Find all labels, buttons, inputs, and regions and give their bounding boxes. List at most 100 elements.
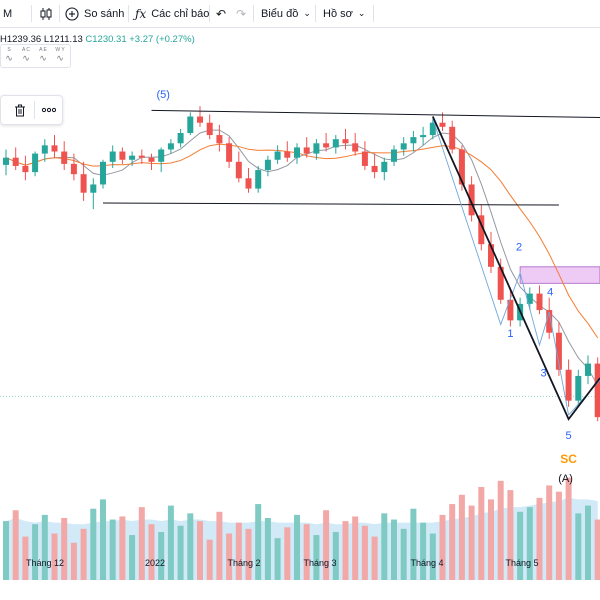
legend-high: H1239.36	[0, 34, 42, 45]
volume-bar	[439, 514, 446, 580]
wave-glyph-icon: ∿	[56, 53, 64, 63]
compare-button[interactable]: So sánh	[65, 0, 124, 27]
wave-preset-ae[interactable]: A E ∿	[35, 47, 51, 63]
x-axis-tick-label: Tháng 2	[227, 558, 260, 568]
candle-body	[429, 122, 436, 136]
volume-bar	[80, 528, 87, 580]
indicators-button[interactable]: ƒx Các chỉ báo	[135, 0, 209, 27]
trash-icon	[15, 104, 25, 116]
volume-bar	[468, 505, 475, 580]
candle-body	[352, 143, 359, 152]
ohlc-legend: H1239.36 L1211.13 C1230.31 +3.27 (+0.27%…	[0, 34, 195, 45]
volume-bar	[294, 514, 300, 580]
candle-body	[255, 170, 262, 189]
volume-bar	[323, 510, 330, 580]
candle-body	[119, 151, 126, 160]
volume-bar	[235, 522, 242, 580]
profile-menu-button[interactable]: Hồ sơ ⌄	[323, 0, 365, 27]
candle-body	[458, 149, 465, 185]
top-toolbar: M So sánh ƒx Các chỉ báo ↶ ↷ Biểu đồ ⌄	[0, 0, 600, 28]
undo-button[interactable]: ↶	[216, 0, 226, 27]
volume-bar	[100, 499, 106, 580]
volume-bar	[458, 494, 465, 580]
elliott-wave-presets: S ∿ A C ∿ A E ∿ W Y ∿	[0, 44, 71, 68]
wave-glyph-icon: ∿	[22, 53, 30, 63]
candle-body	[129, 155, 136, 160]
candle-body	[197, 116, 203, 123]
volume-bar	[138, 507, 145, 580]
volume-bar	[41, 514, 48, 580]
volume-bar	[61, 518, 68, 580]
toolbar-divider	[34, 101, 35, 119]
candle-body	[32, 153, 39, 173]
wave-preset-s[interactable]: S ∿	[1, 47, 17, 63]
volume-bar	[391, 519, 397, 580]
candle-body	[526, 293, 533, 304]
candle-body	[371, 165, 378, 173]
volume-bar	[381, 513, 388, 580]
legend-change: +3.27 (+0.27%)	[129, 34, 195, 45]
wave-2-label: 2	[516, 241, 522, 253]
toolbar-divider	[209, 5, 210, 22]
candle-body	[536, 293, 543, 311]
legend-low: L1211.13	[43, 34, 83, 45]
volume-bar	[400, 528, 407, 580]
candle-body	[148, 157, 155, 162]
candle-body	[109, 151, 116, 162]
wave-1-label: 1	[507, 328, 513, 340]
volume-bar	[167, 505, 174, 580]
candle-body	[158, 149, 165, 162]
candle-body	[90, 184, 97, 193]
chevron-down-icon: ⌄	[303, 8, 311, 18]
more-options-button[interactable]	[38, 100, 60, 120]
wave-preset-ac[interactable]: A C ∿	[18, 47, 34, 63]
delete-button[interactable]	[9, 100, 31, 120]
candle-body	[410, 137, 417, 144]
candle-body	[294, 147, 300, 158]
elliott-wave-lines	[432, 118, 570, 416]
candle-body	[488, 244, 494, 267]
volume-bar	[449, 504, 456, 580]
volume-bar	[206, 539, 213, 580]
sc-label: SC	[560, 452, 577, 466]
chart-style-button[interactable]	[39, 0, 52, 27]
volume-bar	[352, 516, 359, 580]
wave-preset-wy[interactable]: W Y ∿	[52, 47, 68, 63]
volume-bar	[594, 519, 600, 580]
wave-glyph-icon: ∿	[39, 53, 47, 63]
candle-body	[12, 157, 19, 166]
candle-body	[226, 143, 233, 162]
volume-bar	[361, 525, 368, 580]
candle-body	[245, 178, 252, 189]
redo-button[interactable]: ↷	[236, 0, 246, 27]
volume-bar	[177, 525, 184, 580]
volume-bar	[420, 522, 427, 580]
candle-body	[497, 266, 504, 300]
interval-button[interactable]: M	[3, 0, 12, 27]
candle-body	[235, 161, 242, 179]
toolbar-divider	[128, 5, 129, 22]
volume-bar	[342, 521, 349, 580]
volume-bar	[546, 485, 553, 580]
volume-bar	[536, 497, 543, 580]
toolbar-divider	[253, 5, 254, 22]
volume-bar	[332, 531, 339, 580]
volume-bar	[3, 521, 9, 580]
volume-bar	[197, 521, 203, 580]
volume-bar	[371, 536, 378, 580]
toolbar-divider	[315, 5, 316, 22]
wave-preset-label: S	[7, 47, 11, 53]
wave-preset-label: A C	[21, 47, 31, 53]
volume-bar	[119, 516, 126, 580]
candle-body	[177, 133, 184, 144]
chart-menu-button[interactable]: Biểu đồ ⌄	[261, 0, 311, 27]
wave-a-line	[431, 116, 600, 421]
volume-bar	[158, 531, 165, 580]
candle-body	[555, 332, 562, 370]
candle-body	[323, 143, 330, 148]
channel-bottom-line	[102, 202, 559, 206]
candle-body	[381, 161, 388, 173]
price-chart[interactable]: (5) 1 2 3 4 5 SC (A) Tháng 12 2022 Tháng 2 Tháng 3 T…	[0, 28, 600, 580]
candle-body	[332, 139, 339, 148]
volume-bar	[264, 518, 271, 580]
